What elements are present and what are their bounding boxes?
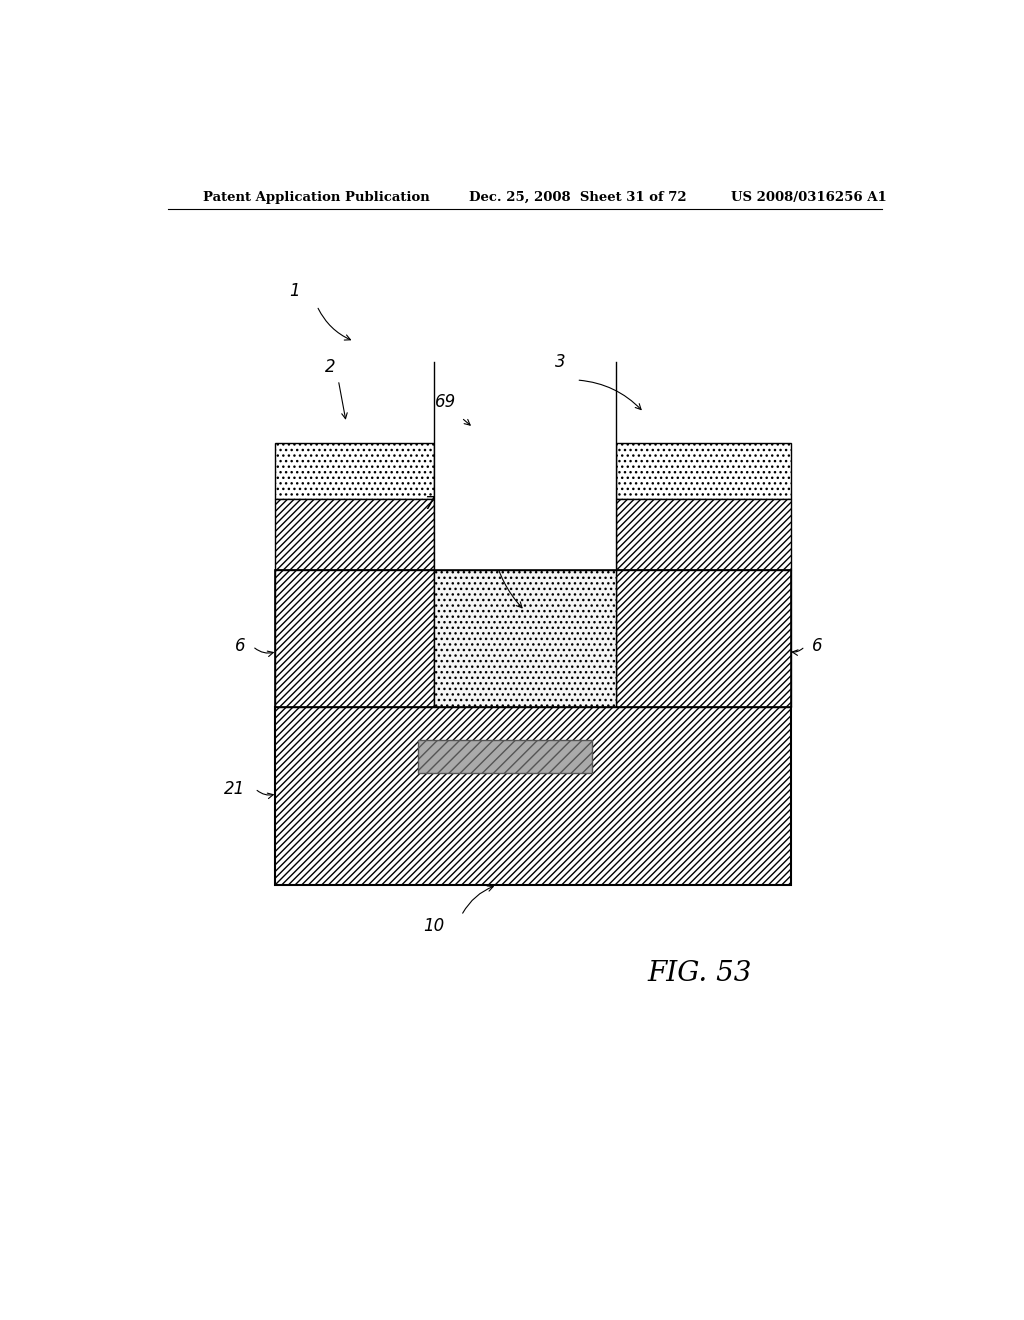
Bar: [274, 444, 433, 499]
Bar: [616, 499, 791, 570]
Text: 2: 2: [325, 358, 336, 376]
Text: 1: 1: [290, 281, 300, 300]
Text: Patent Application Publication: Patent Application Publication: [204, 190, 430, 203]
Text: 21: 21: [224, 780, 246, 797]
Text: 69: 69: [435, 393, 456, 412]
Text: Dec. 25, 2008  Sheet 31 of 72: Dec. 25, 2008 Sheet 31 of 72: [469, 190, 687, 203]
Text: 7: 7: [424, 495, 435, 513]
Bar: [274, 570, 433, 708]
Text: 6: 6: [812, 638, 822, 655]
Bar: [418, 739, 592, 774]
Bar: [274, 570, 791, 708]
Text: FIG. 53: FIG. 53: [647, 960, 752, 987]
Text: 6: 6: [234, 638, 246, 655]
Text: 11: 11: [467, 515, 487, 533]
Bar: [616, 444, 791, 499]
Bar: [433, 444, 616, 570]
Bar: [616, 570, 791, 708]
Bar: [433, 570, 616, 708]
Text: US 2008/0316256 A1: US 2008/0316256 A1: [731, 190, 887, 203]
Text: 10: 10: [423, 917, 444, 935]
Bar: [274, 708, 791, 886]
Text: 3: 3: [555, 352, 566, 371]
Bar: [274, 499, 433, 570]
